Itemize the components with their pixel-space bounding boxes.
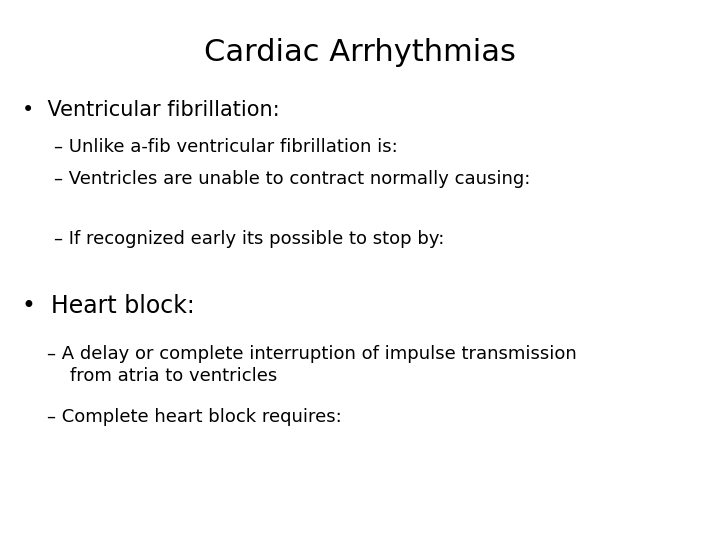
Text: – A delay or complete interruption of impulse transmission
    from atria to ven: – A delay or complete interruption of im… xyxy=(47,345,577,384)
Text: •  Ventricular fibrillation:: • Ventricular fibrillation: xyxy=(22,100,279,120)
Text: – Ventricles are unable to contract normally causing:: – Ventricles are unable to contract norm… xyxy=(54,170,531,188)
Text: – Complete heart block requires:: – Complete heart block requires: xyxy=(47,408,341,426)
Text: Cardiac Arrhythmias: Cardiac Arrhythmias xyxy=(204,38,516,67)
Text: – Unlike a-fib ventricular fibrillation is:: – Unlike a-fib ventricular fibrillation … xyxy=(54,138,397,156)
Text: – If recognized early its possible to stop by:: – If recognized early its possible to st… xyxy=(54,230,444,247)
Text: •  Heart block:: • Heart block: xyxy=(22,294,194,318)
